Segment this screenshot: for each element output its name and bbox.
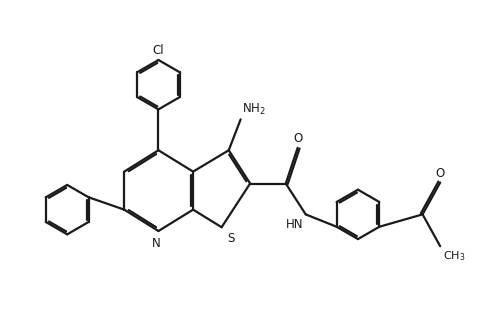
Text: NH$_2$: NH$_2$ — [242, 101, 265, 117]
Text: Cl: Cl — [153, 44, 164, 57]
Text: O: O — [435, 167, 445, 180]
Text: HN: HN — [286, 218, 303, 231]
Text: O: O — [293, 132, 302, 145]
Text: N: N — [152, 237, 161, 250]
Text: CH$_3$: CH$_3$ — [443, 249, 465, 263]
Text: S: S — [227, 232, 235, 245]
